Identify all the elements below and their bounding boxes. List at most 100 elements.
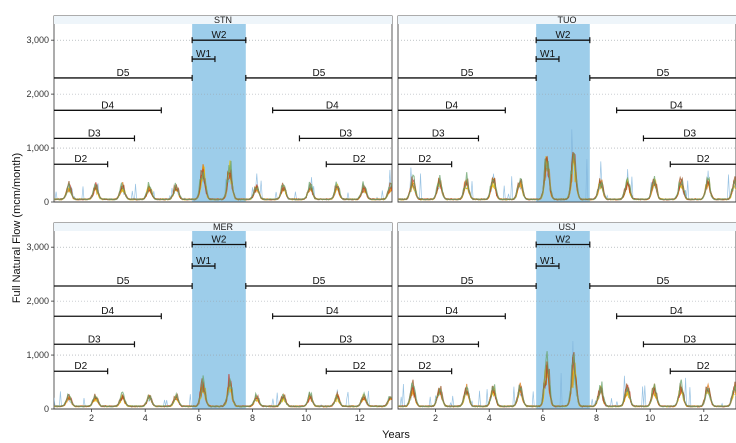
flow-trace (398, 152, 736, 201)
period-label: D4 (101, 306, 114, 317)
x-axis-title: Years (382, 429, 410, 441)
flow-traces (54, 160, 392, 201)
period-w2: W2 (191, 30, 247, 44)
period-label: D2 (353, 361, 366, 372)
x-tick-label: 12 (355, 413, 365, 423)
x-tick-label: 10 (645, 413, 655, 423)
x-tick-label: 6 (196, 413, 201, 423)
period-label: D3 (432, 128, 445, 139)
period-label: D3 (339, 128, 352, 139)
period-d2: D2 D2 (398, 361, 736, 375)
x-tick-label: 4 (487, 413, 492, 423)
period-d3: D3 D3 (398, 334, 736, 348)
period-label: D5 (461, 276, 474, 287)
period-label: D3 (683, 128, 696, 139)
period-d4: D4 D4 (54, 306, 392, 320)
period-w2: W2 (535, 234, 591, 248)
period-label: D5 (657, 68, 670, 79)
period-label: D2 (74, 361, 87, 372)
flow-traces (398, 340, 736, 408)
period-label: W2 (211, 30, 226, 41)
period-label: D5 (117, 276, 130, 287)
flow-traces (54, 374, 392, 408)
period-label: W2 (555, 234, 570, 245)
period-label: D2 (697, 154, 710, 165)
panel-title-strip (398, 16, 736, 24)
period-label: D4 (670, 306, 683, 317)
period-label: D5 (313, 68, 326, 79)
y-tick-label: 0 (44, 404, 49, 414)
period-label: D5 (117, 68, 130, 79)
panel-title: TUO (558, 15, 577, 25)
period-d4: D4 D4 (398, 306, 736, 320)
period-label: D4 (101, 100, 114, 111)
period-label: D2 (418, 154, 431, 165)
period-label: D4 (445, 100, 458, 111)
panel-title: MER (213, 222, 234, 232)
period-d2: D2 D2 (54, 154, 392, 168)
wet-period-band (192, 231, 246, 409)
period-d5: D5 D5 (398, 68, 736, 81)
x-tick-label: 10 (301, 413, 311, 423)
y-tick-label: 3,000 (26, 242, 49, 252)
x-tick-label: 8 (250, 413, 255, 423)
period-w1: W1 (191, 49, 216, 63)
period-label: D5 (657, 276, 670, 287)
period-label: W2 (555, 30, 570, 41)
y-tick-label: 2,000 (26, 296, 49, 306)
period-label: D2 (697, 361, 710, 372)
panel-title: USJ (558, 222, 575, 232)
period-w1: W1 (191, 256, 216, 270)
period-d3: D3 D3 (54, 128, 392, 142)
panel-title-strip (54, 16, 392, 24)
period-label: D5 (313, 276, 326, 287)
period-label: D3 (432, 334, 445, 345)
flow-trace (398, 351, 736, 408)
period-label: D3 (88, 334, 101, 345)
period-label: D4 (326, 100, 339, 111)
flow-trace (54, 375, 392, 408)
period-d4: D4 D4 (398, 100, 736, 114)
period-label: D3 (88, 128, 101, 139)
period-label: W1 (540, 256, 555, 267)
period-label: D4 (670, 100, 683, 111)
period-d3: D3 D3 (54, 334, 392, 348)
x-tick-label: 6 (540, 413, 545, 423)
panel-title: STN (214, 15, 232, 25)
y-tick-label: 0 (44, 197, 49, 207)
period-d4: D4 D4 (54, 100, 392, 114)
flow-traces (398, 129, 736, 201)
period-label: D5 (461, 68, 474, 79)
period-w2: W2 (191, 234, 247, 248)
x-tick-label: 2 (433, 413, 438, 423)
y-tick-label: 3,000 (26, 35, 49, 45)
period-d3: D3 D3 (398, 128, 736, 142)
period-d5: D5 D5 (54, 276, 392, 290)
period-label: W1 (196, 256, 211, 267)
flow-trace (54, 160, 392, 201)
period-label: D2 (418, 361, 431, 372)
period-label: W1 (540, 49, 555, 60)
period-label: D2 (353, 154, 366, 165)
period-label: D4 (326, 306, 339, 317)
panel-title-strip (398, 223, 736, 231)
period-label: W2 (211, 234, 226, 245)
panel-title-strip (54, 223, 392, 231)
period-w1: W1 (535, 49, 560, 63)
x-tick-label: 4 (143, 413, 148, 423)
y-tick-label: 1,000 (26, 143, 49, 153)
period-d5: D5 D5 (54, 68, 392, 81)
period-label: D3 (339, 334, 352, 345)
y-tick-label: 1,000 (26, 350, 49, 360)
period-label: D2 (74, 154, 87, 165)
period-d5: D5 D5 (398, 276, 736, 290)
x-tick-label: 12 (699, 413, 709, 423)
x-tick-label: 2 (89, 413, 94, 423)
x-tick-label: 8 (594, 413, 599, 423)
period-label: W1 (196, 49, 211, 60)
